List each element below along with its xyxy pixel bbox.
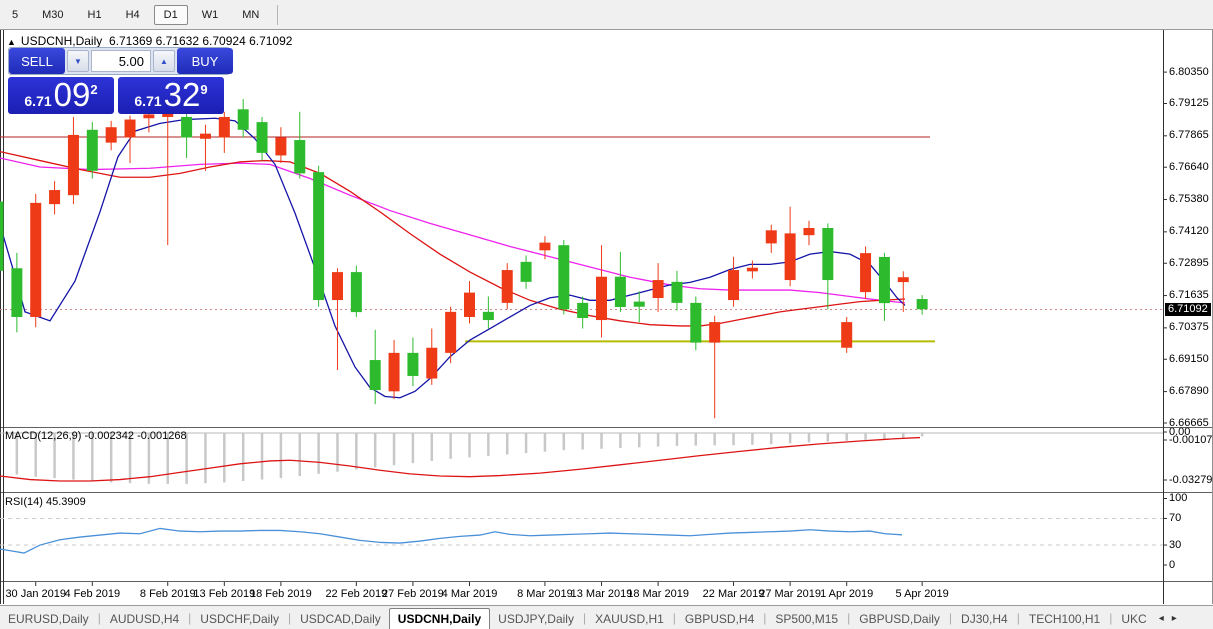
rsi-indicator-label: RSI(14) 45.3909 [5, 496, 86, 508]
buy-price-main: 32 [163, 76, 201, 113]
chart-symbol-label: USDCNH,Daily [20, 34, 103, 48]
timeframe-button-h4[interactable]: H4 [125, 8, 140, 21]
timeframe-button-d1[interactable]: D1 [153, 4, 188, 25]
date-axis-label: 22 Feb 2019 [325, 588, 388, 600]
volume-input[interactable] [91, 50, 151, 72]
buy-price-prefix: 6.71 [134, 93, 162, 109]
date-axis-label: 27 Mar 2019 [759, 588, 821, 600]
tab-separator: | [97, 611, 101, 625]
tab-separator: | [188, 611, 192, 625]
buy-price-button[interactable]: 6.71 32 9 [118, 77, 224, 114]
date-axis-label: 22 Mar 2019 [702, 588, 765, 600]
date-axis-label: 1 Apr 2019 [820, 588, 874, 600]
tab-usdchf-daily[interactable]: USDCHF,Daily [200, 611, 279, 626]
chevron-up-icon: ▲ [160, 56, 168, 66]
price-axis-label: 6.80350 [1169, 65, 1209, 78]
sell-price-prefix: 6.71 [24, 93, 52, 109]
buy-price-pip: 9 [200, 82, 208, 97]
price-axis-label: 6.67890 [1169, 385, 1209, 398]
volume-decrease-button[interactable]: ▼ [67, 50, 89, 72]
sell-button[interactable]: SELL [9, 48, 65, 74]
current-price-tag: 6.71092 [1165, 302, 1211, 316]
sell-price-main: 09 [53, 76, 91, 113]
volume-increase-button[interactable]: ▲ [153, 50, 175, 72]
tab-separator: | [582, 611, 587, 625]
tab-separator: | [672, 611, 676, 625]
buy-button[interactable]: BUY [177, 48, 233, 74]
timeframe-toolbar: 5 M30 H1 H4 D1 W1 MN [0, 0, 1213, 30]
timeframe-button-w1[interactable]: W1 [201, 8, 219, 21]
date-axis-label: 18 Mar 2019 [627, 588, 689, 600]
tab-scroll-left-icon[interactable]: ◂ [1158, 612, 1164, 624]
rsi-axis-label: 0 [1169, 558, 1176, 571]
tab-usdcnh-daily[interactable]: USDCNH,Daily [388, 607, 491, 629]
price-axis-label: 6.75380 [1169, 193, 1209, 206]
price-axis-label: 6.72895 [1169, 256, 1209, 269]
tab-gbpusd-daily[interactable]: GBPUSD,Daily [859, 611, 940, 626]
price-axis-label: 6.74120 [1169, 225, 1209, 238]
sell-price-button[interactable]: 6.71 09 2 [8, 77, 114, 114]
rsi-axis-label: 70 [1169, 511, 1182, 524]
tab-usdjpy-daily[interactable]: USDJPY,Daily [498, 611, 574, 626]
timeframe-button-m30[interactable]: M30 [42, 8, 64, 21]
price-axis-label: 6.69150 [1169, 352, 1209, 365]
tab-separator: | [1109, 611, 1113, 625]
tab-scroll-right-icon[interactable]: ▸ [1171, 612, 1177, 624]
date-axis-label: 30 Jan 2019 [5, 588, 66, 600]
rsi-axis-label: 100 [1169, 492, 1188, 504]
tab-sp500-m15[interactable]: SP500,M15 [775, 611, 839, 626]
macd-indicator-label: MACD(12,26,9) -0.002342 -0.001268 [5, 430, 187, 442]
tab-usdcad-daily[interactable]: USDCAD,Daily [300, 611, 381, 626]
macd-axis-min-label: -0.032799 [1169, 473, 1213, 486]
tab-dj30-h4[interactable]: DJ30,H4 [961, 611, 1008, 626]
tab-ukc[interactable]: UKC [1121, 611, 1147, 626]
sell-price-pip: 2 [90, 82, 98, 97]
date-axis-label: 8 Feb 2019 [139, 588, 196, 600]
price-axis-label: 6.79125 [1169, 97, 1209, 109]
date-axis-label: 13 Mar 2019 [570, 588, 633, 600]
date-axis-label: 18 Feb 2019 [250, 588, 312, 600]
price-axis-label: 6.66665 [1169, 416, 1209, 429]
timeframe-button-h1[interactable]: H1 [87, 8, 102, 21]
collapse-triangle-icon[interactable]: ▲ [7, 37, 16, 47]
chart-tab-bar: EURUSD,Daily | AUDUSD,H4 | USDCHF,Daily | USDC… [0, 605, 1213, 629]
timeframe-button-5[interactable]: 5 [12, 8, 19, 21]
tab-separator: | [1016, 611, 1020, 625]
one-click-trade-panel: SELL ▼ ▲ BUY 6.71 09 2 6.71 32 9 [8, 47, 233, 114]
tab-xauusd-h1[interactable]: XAUUSD,H1 [595, 611, 664, 626]
price-axis-label: 6.71635 [1169, 289, 1209, 302]
tab-tech100-h1[interactable]: TECH100,H1 [1028, 611, 1101, 626]
date-axis-label: 27 Feb 2019 [382, 588, 444, 600]
date-axis-label: 5 Apr 2019 [895, 588, 949, 600]
chart-title: ▲ USDCNH,Daily 6.71369 6.71632 6.70924 6.… [7, 34, 292, 48]
tab-separator: | [847, 611, 851, 625]
date-axis-label: 13 Feb 2019 [193, 588, 256, 600]
chart-ohlc-values: 6.71369 6.71632 6.70924 6.71092 [108, 34, 293, 48]
date-axis-label: 8 Mar 2019 [517, 588, 573, 600]
price-axis-label: 6.76640 [1169, 160, 1209, 173]
timeframe-button-mn[interactable]: MN [242, 8, 260, 21]
macd-axis-value-label: -0.001072 [1169, 433, 1213, 446]
tab-gbpusd-h4[interactable]: GBPUSD,H4 [684, 611, 755, 626]
toolbar-separator [277, 4, 279, 25]
chevron-down-icon: ▼ [74, 56, 82, 66]
tab-eurusd-daily[interactable]: EURUSD,Daily [8, 611, 89, 626]
tab-separator: | [287, 611, 292, 625]
date-axis-label: 4 Feb 2019 [64, 588, 121, 600]
date-axis-label: 4 Mar 2019 [441, 588, 498, 600]
rsi-axis-label: 30 [1169, 538, 1182, 551]
tab-separator: | [948, 611, 953, 625]
tab-audusd-h4[interactable]: AUDUSD,H4 [109, 611, 180, 626]
price-axis-label: 6.77865 [1169, 129, 1209, 142]
tab-separator: | [763, 611, 767, 625]
price-axis-label: 6.70375 [1169, 321, 1209, 334]
macd-axis-zero-label: 0.00 [1169, 425, 1191, 438]
